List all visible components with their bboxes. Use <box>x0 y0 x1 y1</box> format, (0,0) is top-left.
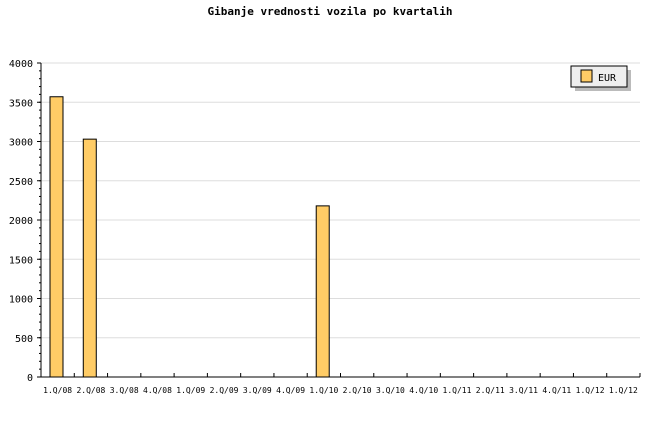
x-tick-label: 1.Q/08 <box>43 386 72 395</box>
y-tick-label: 1000 <box>9 295 33 306</box>
y-tick-label: 500 <box>15 334 33 345</box>
x-tick-label: 3.Q/09 <box>243 386 272 395</box>
x-tick-label: 1.Q/10 <box>309 386 338 395</box>
x-tick-label: 4.Q/09 <box>276 386 305 395</box>
y-tick-label: 4000 <box>9 59 33 70</box>
x-tick-label: 1.Q/12 <box>576 386 605 395</box>
y-tick-label: 3500 <box>9 98 33 109</box>
x-tick-label: 2.Q/11 <box>476 386 505 395</box>
x-tick-label: 2.Q/09 <box>210 386 239 395</box>
x-tick-label: 1.Q/11 <box>443 386 472 395</box>
y-tick-label: 2500 <box>9 177 33 188</box>
x-tick-label: 4.Q/10 <box>409 386 438 395</box>
x-tick-label: 1.Q/09 <box>176 386 205 395</box>
x-tick-label: 4.Q/08 <box>143 386 172 395</box>
x-tick-label: 3.Q/08 <box>110 386 139 395</box>
y-tick-label: 2000 <box>9 216 33 227</box>
x-tick-label: 4.Q/11 <box>542 386 571 395</box>
bar <box>49 96 64 378</box>
bar <box>315 205 330 378</box>
y-tick-label: 1500 <box>9 255 33 266</box>
x-tick-label: 3.Q/11 <box>509 386 538 395</box>
legend-swatch <box>580 69 593 83</box>
legend-label: EUR <box>598 73 617 84</box>
chart-title: Gibanje vrednosti vozila po kvartalih <box>207 5 452 18</box>
x-tick-label: 1.Q/12 <box>609 386 638 395</box>
y-tick-label: 0 <box>27 373 33 384</box>
y-tick-label: 3000 <box>9 138 33 149</box>
bar <box>82 138 97 378</box>
x-tick-label: 2.Q/10 <box>343 386 372 395</box>
x-tick-label: 3.Q/10 <box>376 386 405 395</box>
legend: EUR <box>570 65 631 91</box>
x-tick-label: 2.Q/08 <box>76 386 105 395</box>
